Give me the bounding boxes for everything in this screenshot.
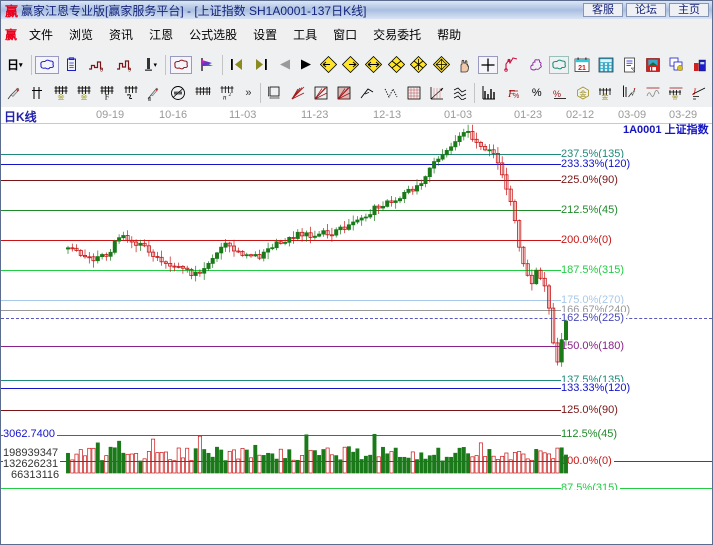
svg-text:金: 金 — [602, 92, 609, 100]
svg-text:21: 21 — [578, 65, 586, 72]
svg-text:金: 金 — [672, 93, 679, 101]
svg-text:3: 3 — [100, 68, 103, 73]
svg-text:金: 金 — [81, 93, 88, 102]
svg-text:F: F — [105, 93, 110, 102]
svg-text:2: 2 — [229, 93, 232, 98]
svg-text:n: n — [223, 94, 227, 102]
svg-text:金: 金 — [579, 89, 587, 99]
svg-text:金: 金 — [57, 93, 64, 102]
svg-text:%: % — [553, 89, 561, 99]
svg-text:%: % — [513, 93, 519, 100]
svg-text:9: 9 — [128, 68, 131, 73]
